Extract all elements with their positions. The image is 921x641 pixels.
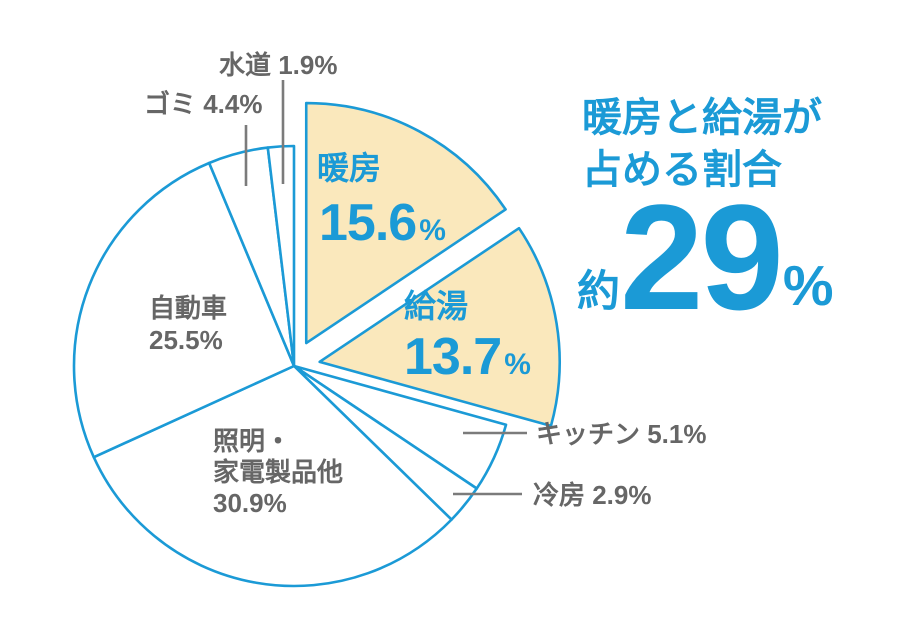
leader-lines	[244, 80, 527, 496]
lighting-label-value: 30.9%	[213, 488, 287, 518]
pie-slice-hotwater	[318, 226, 561, 428]
hotwater-value-percent-sign: %	[504, 348, 531, 381]
lighting-label: 照明・ 家電製品他 30.9%	[213, 426, 343, 519]
car-label-name: 自動車	[149, 293, 228, 323]
heating-slice-label: 暖房	[317, 150, 382, 186]
pie-slice-lighting	[92, 364, 453, 588]
car-label-value: 25.5%	[149, 325, 223, 355]
kitchen-label: キッチン 5.1%	[536, 419, 707, 449]
callout-value: 約 29 %	[577, 173, 834, 341]
cooling-label: 冷房 2.9%	[533, 480, 652, 510]
waterworks-label: 水道 1.9%	[219, 50, 338, 80]
callout-percent-sign: %	[782, 253, 834, 318]
heating-value-percent-sign: %	[419, 214, 446, 247]
hotwater-value-number: 13.7	[404, 328, 502, 386]
callout-percentage-number: 29	[620, 173, 784, 341]
garbage-label: ゴミ 4.4%	[144, 89, 263, 119]
pie-slices	[72, 101, 561, 588]
pie-slice-heating	[304, 101, 507, 345]
callout-title: 暖房と給湯が 占める割合	[582, 92, 822, 196]
car-label: 自動車 25.5%	[149, 292, 227, 356]
callout-title-line2: 占める割合	[582, 148, 782, 192]
callout-title-line1: 暖房と給湯が	[582, 96, 822, 140]
lighting-label-line1: 照明・	[213, 426, 292, 456]
pie-slice-waterworks	[266, 144, 296, 368]
lighting-label-line2: 家電製品他	[213, 457, 344, 487]
heating-slice-value: 15.6%	[319, 197, 446, 249]
hotwater-slice-value: 13.7%	[404, 331, 531, 383]
callout-approx-prefix: 約	[577, 267, 620, 316]
heating-value-number: 15.6	[319, 194, 417, 252]
hotwater-slice-label: 給湯	[404, 288, 469, 324]
